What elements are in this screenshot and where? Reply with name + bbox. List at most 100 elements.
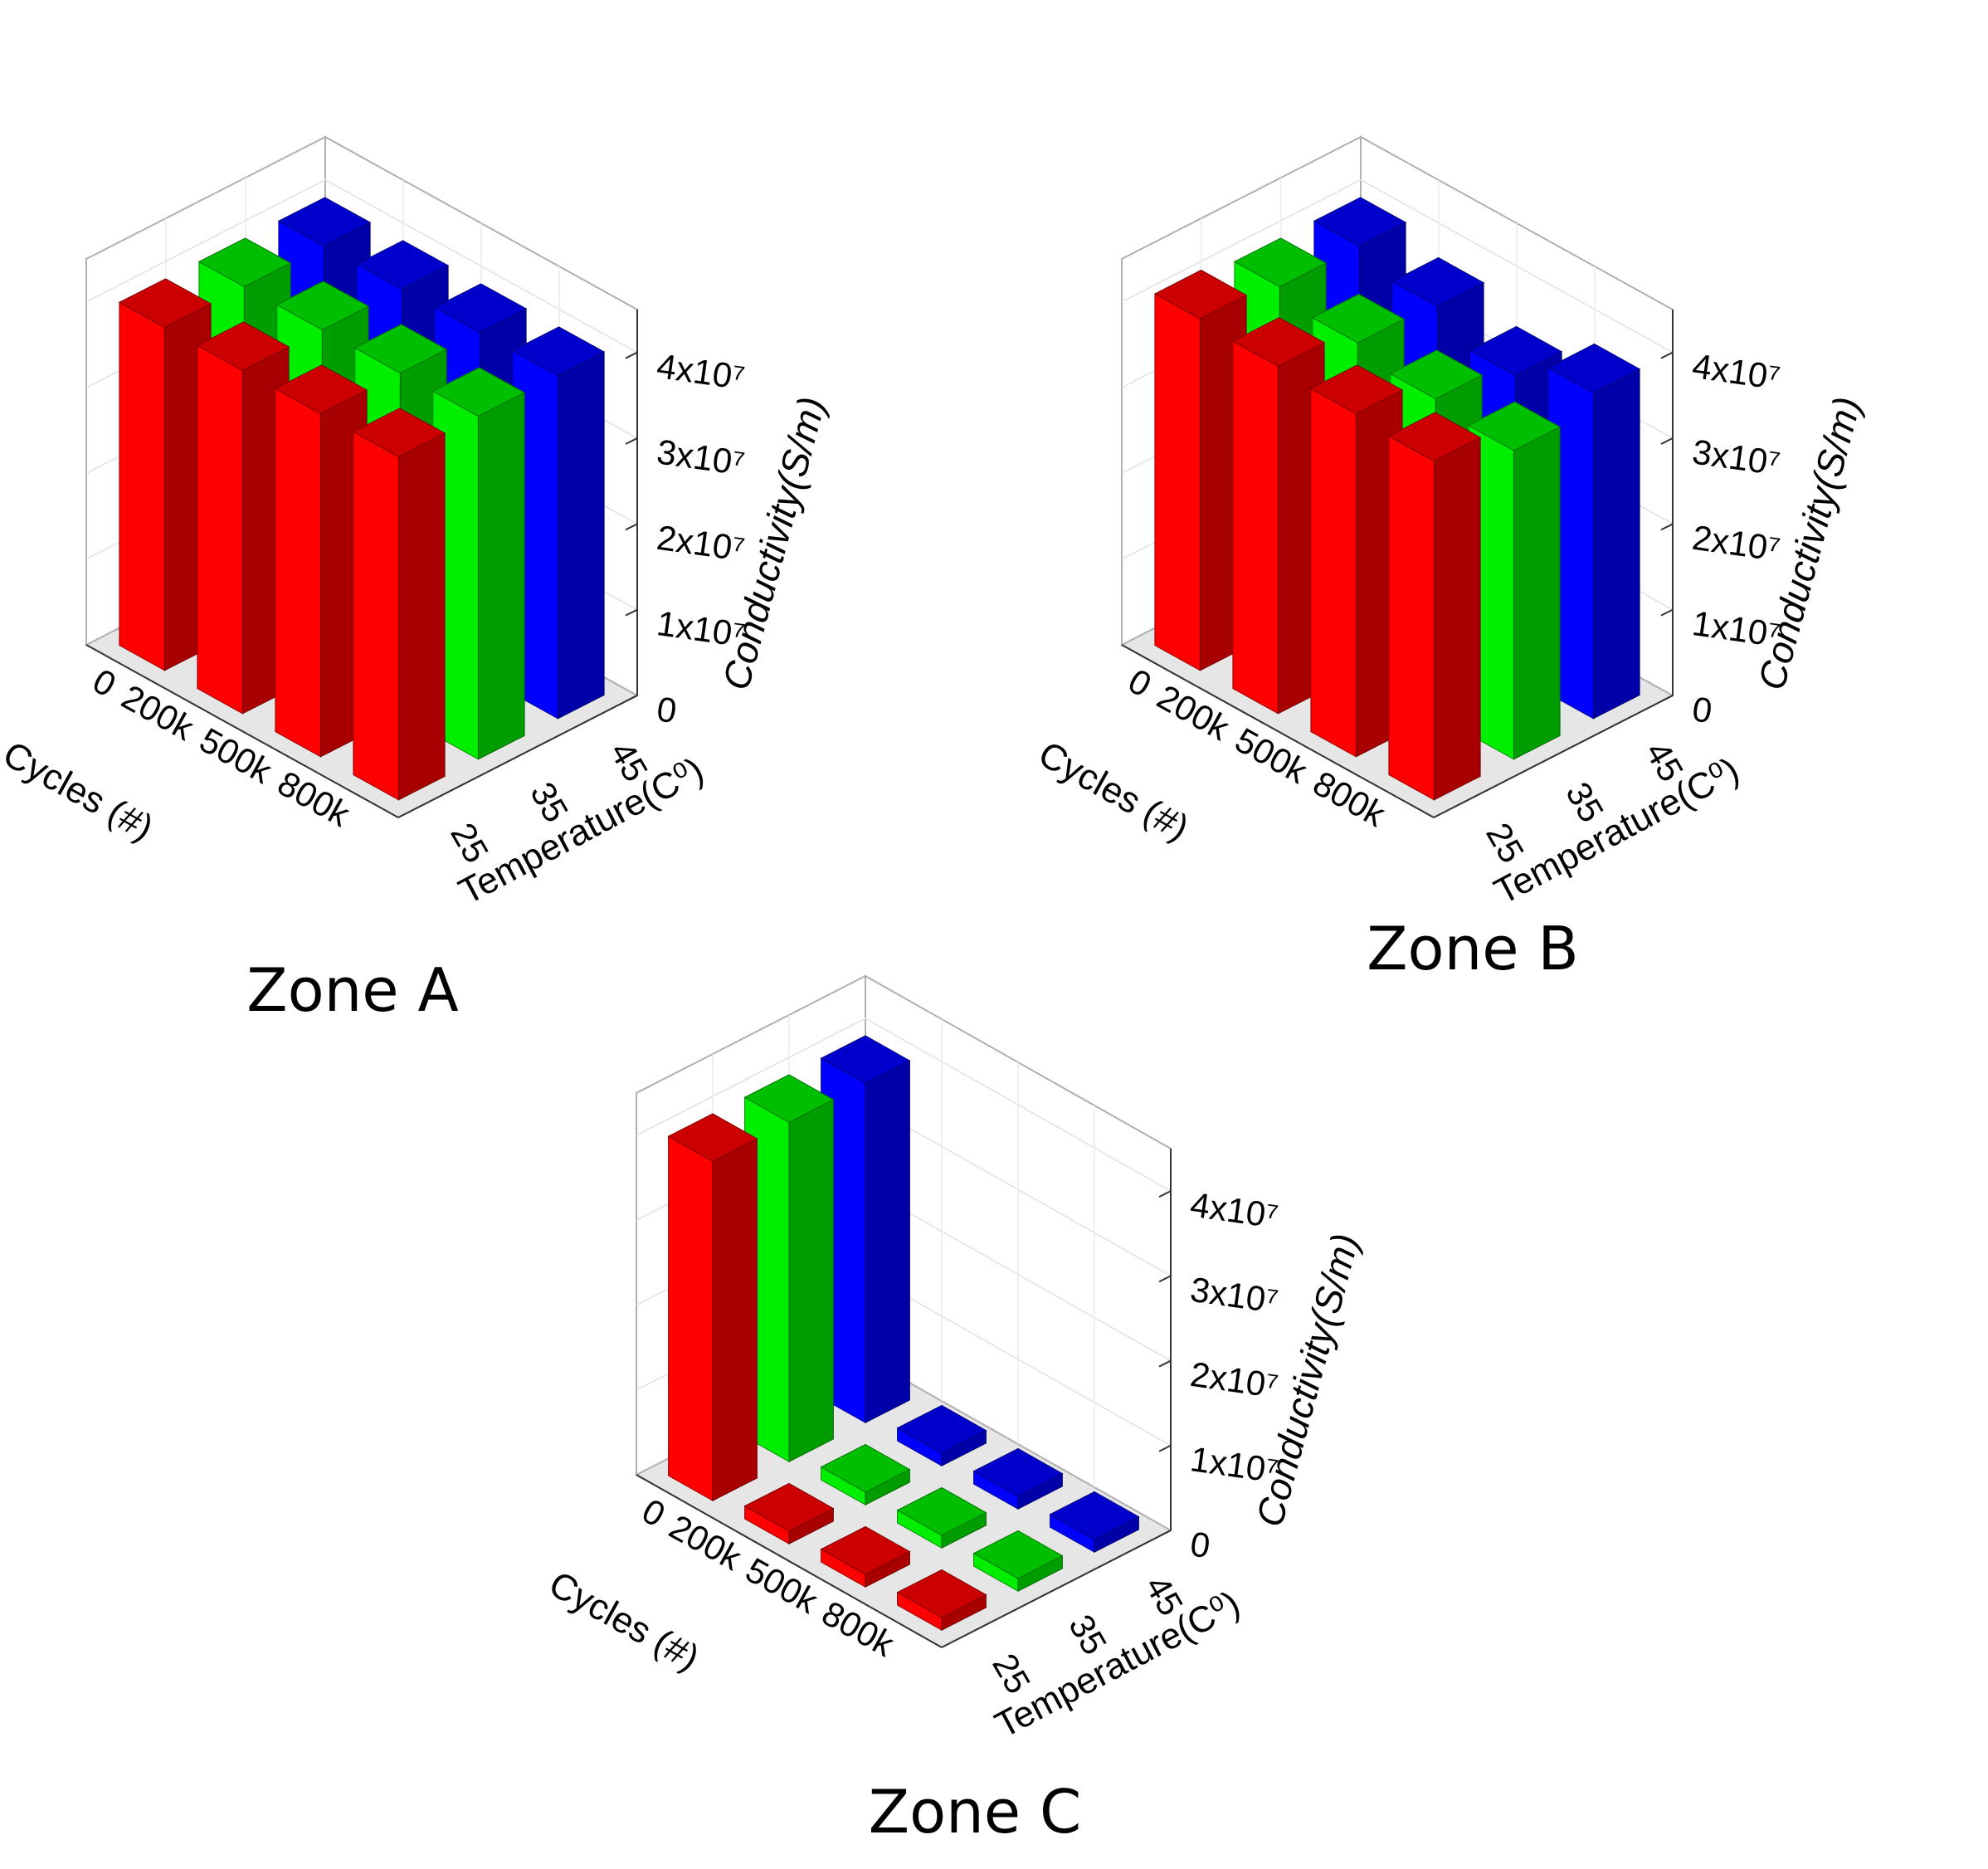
bar-face-top (1547, 343, 1641, 393)
bar-35-800k (972, 1530, 1064, 1593)
bar-face-top (896, 1486, 987, 1536)
temperature-axis-title: Temperature(C⁰) (452, 749, 710, 912)
bar-face-top (820, 1525, 911, 1575)
conductivity-tick (625, 695, 638, 702)
conductivity-tick (1660, 695, 1674, 702)
cycles-axis-line (85, 644, 399, 818)
bar-face-top (1467, 401, 1562, 451)
bar-face-left (668, 1135, 714, 1502)
bar-face-top (1311, 293, 1406, 344)
bar-face-top (896, 1404, 987, 1454)
bar-face-top (1231, 317, 1326, 367)
conductivity-tick (625, 351, 638, 359)
bar-face-top (972, 1530, 1064, 1579)
bar-face-top (1387, 412, 1482, 462)
bar-face-left (275, 388, 321, 758)
conductivity-tick (1158, 1530, 1172, 1537)
bar-35-500k (896, 1486, 987, 1549)
zone-b-chart: 0200k500k800k25354501x10⁷2x10⁷3x10⁷4x10⁷… (1032, 135, 1869, 912)
conductivity-tick-label: 0 (1188, 1524, 1213, 1565)
conductivity-tick-label: 4x10⁷ (1690, 346, 1783, 397)
zone-c-chart: 0200k500k800k25354501x10⁷2x10⁷3x10⁷4x10⁷… (543, 974, 1367, 1746)
conductivity-tick (1660, 523, 1674, 531)
bar-face-left (353, 431, 399, 801)
bar-face-top (820, 1035, 911, 1084)
bar-35-0 (743, 1074, 835, 1463)
zone-a-title: Zone A (246, 955, 458, 1025)
bar-45-800k (1049, 1491, 1140, 1554)
bar-face-top (1389, 349, 1484, 400)
bar-face-top (353, 324, 448, 374)
temperature-axis-line (1433, 695, 1674, 818)
bar-45-800k (1547, 343, 1641, 720)
conductivity-tick (625, 523, 638, 531)
conductivity-tick (625, 608, 638, 617)
zone-a-chart: 0200k500k800k25354501x10⁷2x10⁷3x10⁷4x10⁷… (0, 135, 834, 912)
conductivity-tick-label: 3x10⁷ (1188, 1270, 1281, 1320)
bar-face-top (433, 283, 528, 334)
bar-face-top (743, 1074, 835, 1123)
conductivity-tick (625, 437, 638, 445)
conductivity-tick-label: 4x10⁷ (655, 346, 748, 397)
bar-face-left (119, 301, 165, 671)
bar-face-right (397, 432, 446, 801)
bar-45-500k (972, 1447, 1064, 1510)
conductivity-tick (1660, 608, 1674, 617)
conductivity-tick (1158, 1359, 1172, 1368)
conductivity-tick-label: 2x10⁷ (1188, 1354, 1281, 1405)
bar-face-top (1391, 256, 1485, 307)
conductivity-tick-label: 0 (655, 689, 680, 730)
bar-face-top (196, 321, 290, 372)
bars (1153, 197, 1641, 801)
conductivity-tick-label: 2x10⁷ (1690, 518, 1783, 569)
conductivity-tick-label: 3x10⁷ (1690, 432, 1783, 482)
bar-face-top (1309, 364, 1404, 415)
bar-face-top (1313, 197, 1407, 247)
conductivity-tick-label: 3x10⁷ (655, 432, 748, 482)
conductivity-tick (1660, 351, 1674, 359)
cycles-axis-line (636, 1474, 943, 1648)
bar-face-right (865, 1060, 910, 1424)
cycle-tick-label: 0 (86, 661, 122, 704)
bar-35-800k (431, 367, 526, 760)
bar-25-500k (820, 1525, 911, 1588)
bar-45-800k (511, 326, 606, 720)
temperature-axis-line (941, 1530, 1172, 1648)
conductivity-tick-label: 4x10⁷ (1188, 1184, 1281, 1235)
bar-face-top (1469, 325, 1563, 376)
bar-face-right (557, 351, 605, 720)
zone-b-title: Zone B (1367, 914, 1579, 983)
bar-face-right (712, 1138, 758, 1502)
bar-face-right (1433, 437, 1481, 801)
zone-c-title: Zone C (869, 1777, 1081, 1847)
bar-face-left (1232, 340, 1279, 715)
bar-face-right (1513, 426, 1561, 760)
cycles-axis-title: Cycles (#) (0, 734, 160, 849)
cycles-axis-line (1121, 644, 1435, 818)
bar-35-200k (820, 1443, 911, 1506)
bar-face-left (1154, 293, 1201, 671)
temperature-axis-line (397, 695, 638, 818)
bar-face-top (197, 237, 292, 288)
cycle-tick-label: 0 (1122, 661, 1157, 704)
bar-face-top (275, 281, 370, 331)
bar-25-0 (667, 1113, 758, 1502)
bar-25-800k (896, 1569, 987, 1632)
bar-face-top (743, 1482, 835, 1532)
bar-face-top (274, 364, 368, 415)
conductivity-tick (1660, 437, 1674, 445)
cycles-axis-title: Cycles (#) (543, 1564, 706, 1679)
bar-face-top (118, 278, 212, 329)
bar-face-top (667, 1113, 758, 1162)
bar-face-right (477, 392, 525, 760)
bar-face-left (1310, 388, 1357, 758)
bar-45-0 (820, 1035, 911, 1424)
bar-face-top (277, 197, 372, 247)
bar-face-left (1388, 435, 1435, 801)
bar-25-200k (743, 1482, 835, 1545)
conductivity-tick-label: 2x10⁷ (655, 518, 748, 569)
bar-face-top (511, 326, 606, 377)
conductivity-tick-label: 0 (1690, 689, 1715, 730)
temperature-axis-title: Temperature(C⁰) (1488, 749, 1746, 912)
